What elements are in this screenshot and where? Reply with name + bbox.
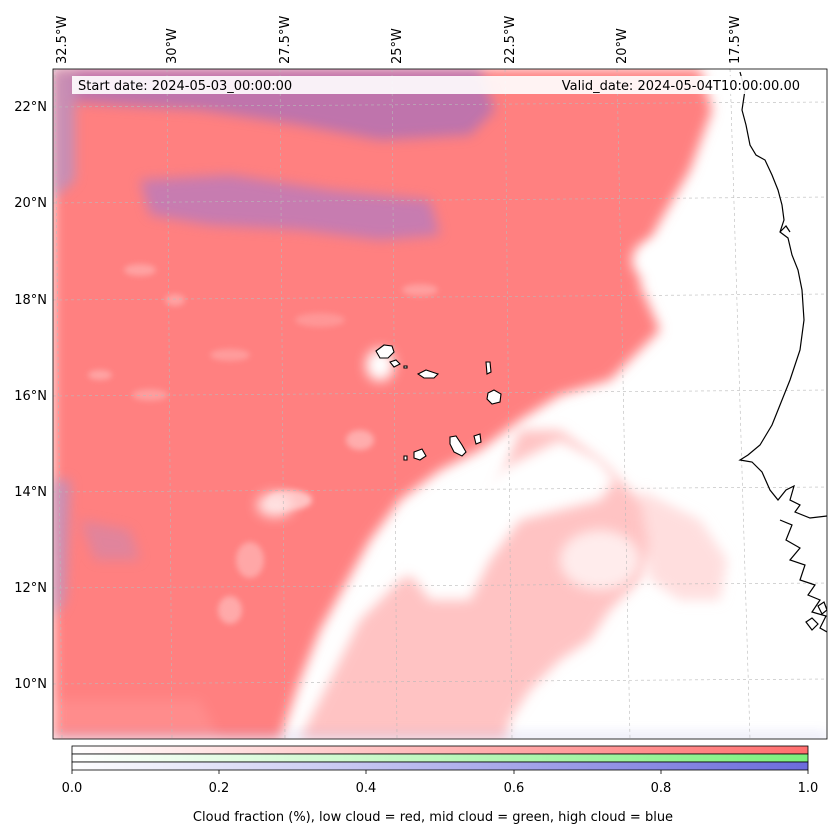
lat-label: 16°N <box>14 389 47 404</box>
lat-label: 18°N <box>14 293 47 308</box>
colorbar-label: Cloud fraction (%), low cloud = red, mid… <box>193 810 673 825</box>
cloud-texture <box>88 264 438 624</box>
island-santo-antao <box>375 344 395 359</box>
lat-label: 12°N <box>14 581 47 596</box>
island-fogo <box>413 448 427 461</box>
start-date-box <box>72 76 312 94</box>
colorbar: 0.0 0.2 0.4 0.6 0.8 1.0 Cloud fraction (… <box>62 745 819 825</box>
lon-label: 30°W <box>165 28 180 64</box>
africa-coastline-south <box>779 519 827 633</box>
gridlines <box>53 69 827 739</box>
colorbar-mid-row <box>71 753 809 763</box>
lat-label: 10°N <box>14 677 47 692</box>
longitude-labels: 32.5°W 30°W 27.5°W 25°W 22.5°W 20°W 17.5… <box>55 16 743 64</box>
island-sao-vicente <box>389 359 401 368</box>
colorbar-tick-label: 0.2 <box>209 781 230 796</box>
colorbar-ticks <box>71 770 809 774</box>
colorbar-tick-label: 0.0 <box>62 781 83 796</box>
valid-date-box <box>312 76 808 94</box>
lat-label: 20°N <box>14 196 47 211</box>
africa-coastline <box>738 71 827 519</box>
island-boa-vista <box>486 389 502 405</box>
colorbar-low-row <box>71 745 809 755</box>
colorbar-tick-label: 0.4 <box>356 781 377 796</box>
colorbar-high-row <box>71 761 809 771</box>
lon-label: 20°W <box>615 28 630 64</box>
map-frame <box>52 68 828 740</box>
lon-label: 27.5°W <box>278 16 293 64</box>
island-santa-luzia <box>403 365 408 369</box>
colorbar-tick-label: 0.6 <box>504 781 525 796</box>
start-date-label: Start date: 2024-05-03_00:00:00 <box>78 79 292 94</box>
lon-label: 25°W <box>390 28 405 64</box>
island-sao-nicolau <box>416 369 440 379</box>
coast-inlet <box>779 225 791 233</box>
coast-islands-guinea <box>805 601 827 631</box>
lon-label: 32.5°W <box>55 16 70 64</box>
island-sal <box>485 361 492 375</box>
island-santiago <box>449 435 467 457</box>
colorbar-tick-label: 1.0 <box>798 781 819 796</box>
island-brava <box>403 455 408 461</box>
lon-label: 17.5°W <box>728 16 743 64</box>
cape-verde-islands <box>375 344 502 461</box>
lon-label: 22.5°W <box>503 16 518 64</box>
lat-label: 14°N <box>14 485 47 500</box>
colorbar-tick-label: 0.8 <box>651 781 672 796</box>
latitude-labels: 22°N 20°N 18°N 16°N 14°N 12°N 10°N <box>14 100 47 692</box>
island-maio <box>473 433 482 445</box>
lat-label: 22°N <box>14 100 47 115</box>
valid-date-label: Valid_date: 2024-05-04T10:00:00.00 <box>562 79 800 94</box>
